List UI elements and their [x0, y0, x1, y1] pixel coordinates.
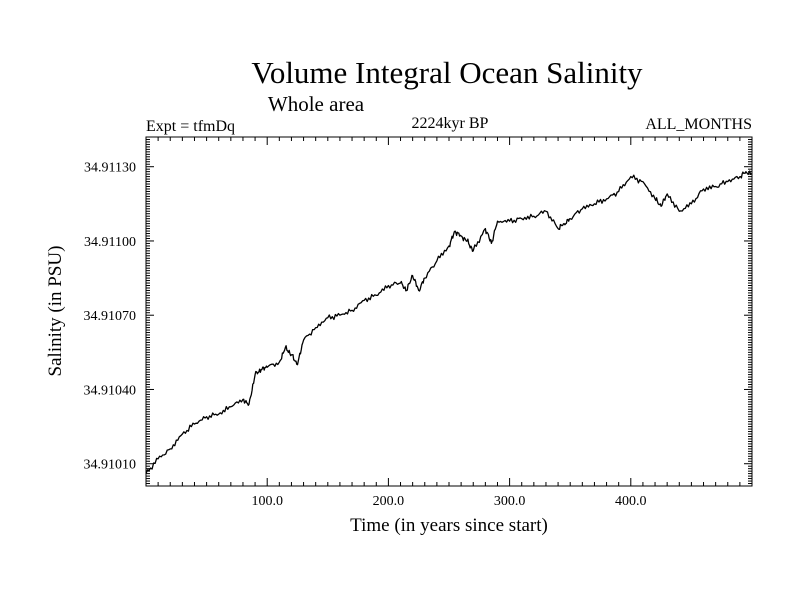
y-axis-title: Salinity (in PSU)	[45, 246, 66, 377]
months-label: ALL_MONTHS	[645, 116, 752, 133]
plot-frame	[145, 136, 753, 487]
y-tick-label: 34.91070	[84, 309, 137, 324]
chart-subtitle: Whole area	[268, 92, 365, 116]
period-label: 2224kyr BP	[412, 115, 489, 132]
x-axis-ticks: 100.0 200.0 300.0 400.0	[251, 137, 647, 509]
y-tick-label: 34.91130	[84, 161, 136, 176]
x-axis-title: Time (in years since start)	[350, 515, 548, 536]
y-tick-label: 34.91100	[84, 235, 136, 250]
y-tick-label: 34.91040	[84, 383, 137, 398]
y-tick-label: 34.91010	[84, 458, 137, 473]
x-tick-label: 300.0	[494, 494, 526, 509]
x-tick-label: 200.0	[373, 494, 405, 509]
x-tick-label: 100.0	[251, 494, 283, 509]
chart-title: Volume Integral Ocean Salinity	[251, 55, 643, 90]
x-tick-label: 400.0	[615, 494, 647, 509]
experiment-label: Expt = tfmDq	[146, 118, 235, 135]
y-axis-ticks: 34.91010 34.91040 34.91070 34.91100 34.91130	[84, 161, 752, 473]
salinity-series-line	[145, 170, 753, 474]
minor-ticks	[146, 137, 752, 486]
